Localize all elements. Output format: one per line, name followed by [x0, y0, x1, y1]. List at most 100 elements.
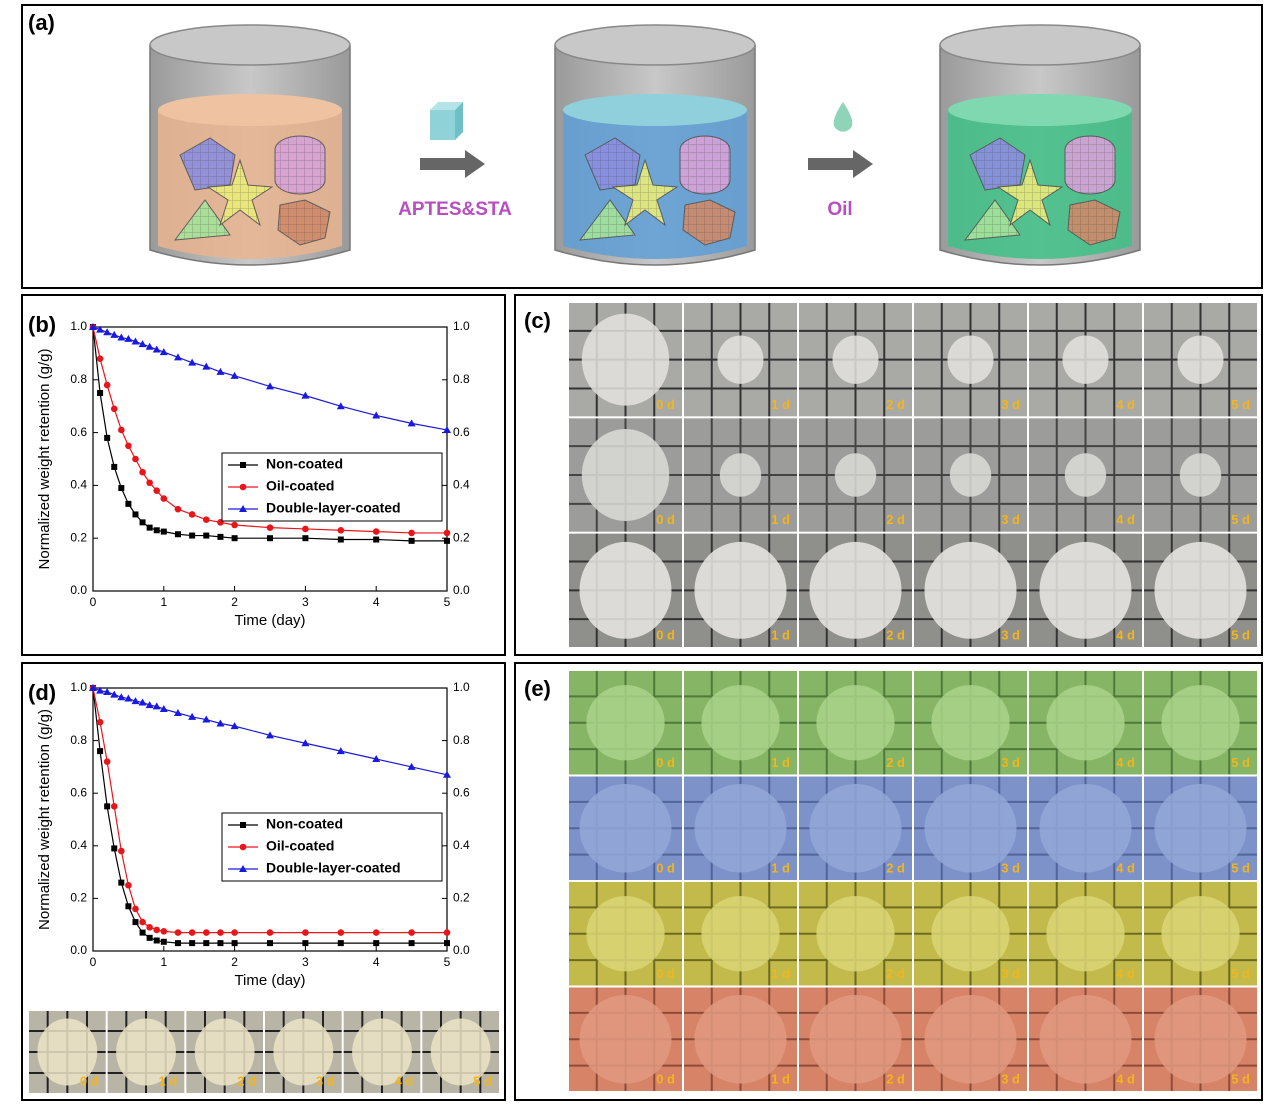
- y2-tick-label: 0.6: [453, 425, 470, 439]
- marker: [104, 803, 111, 810]
- panel-b-frame: [21, 294, 506, 656]
- gel-mesh: [275, 136, 325, 194]
- panel-label: (e): [524, 676, 551, 701]
- marker: [110, 330, 119, 338]
- legend-label: Double-layer-coated: [266, 860, 401, 876]
- panel-label: (d): [28, 680, 56, 705]
- marker: [111, 845, 118, 852]
- arrow: [420, 150, 485, 178]
- day-label: 5 d: [1231, 1071, 1250, 1086]
- sample: [1039, 783, 1132, 873]
- x-tick-label: 2: [231, 595, 238, 609]
- series: [89, 323, 451, 537]
- marker: [138, 698, 147, 706]
- sample: [1039, 541, 1132, 639]
- marker: [407, 419, 416, 427]
- day-label: 1 d: [771, 966, 790, 981]
- gel-mesh: [580, 200, 635, 240]
- day-label: 3 d: [1001, 627, 1020, 642]
- marker: [189, 532, 196, 539]
- legend-label: Oil-coated: [266, 838, 334, 854]
- marker: [153, 487, 161, 494]
- series: [89, 684, 451, 936]
- marker: [138, 340, 147, 348]
- sample: [579, 994, 672, 1084]
- sample: [924, 541, 1017, 639]
- beaker-top: [939, 24, 1141, 66]
- series-line: [92, 326, 448, 431]
- liquid-surface: [158, 94, 342, 126]
- marker: [118, 485, 125, 492]
- day-label: 4 d: [1116, 860, 1135, 875]
- y2-tick-label: 0.8: [453, 733, 470, 747]
- marker: [125, 500, 132, 507]
- gel-mesh: [585, 138, 640, 190]
- marker: [124, 334, 133, 342]
- marker: [174, 531, 181, 538]
- day-label: 2 d: [886, 966, 905, 981]
- sample: [694, 994, 787, 1084]
- marker: [145, 342, 154, 350]
- marker: [174, 929, 182, 936]
- sample: [947, 335, 994, 384]
- marker: [217, 940, 224, 947]
- y-tick-label: 0.0: [70, 583, 87, 597]
- y-axis-label: Normalized weight retention (g/g): [36, 709, 53, 930]
- marker: [146, 934, 153, 941]
- y2-tick-label: 1.0: [453, 319, 470, 333]
- marker: [372, 755, 381, 763]
- marker: [97, 748, 104, 755]
- y-tick-label: 0.2: [70, 530, 87, 544]
- marker: [132, 455, 139, 463]
- beaker-top: [149, 24, 351, 66]
- day-label: 2 d: [237, 1073, 256, 1088]
- series: [90, 324, 450, 544]
- series-line: [92, 687, 448, 776]
- gel-mesh: [998, 160, 1062, 225]
- series-line: [92, 687, 447, 934]
- marker: [239, 865, 247, 872]
- y2-tick-label: 0.8: [453, 372, 470, 386]
- sample: [581, 428, 670, 522]
- marker: [302, 535, 309, 542]
- marker: [96, 355, 104, 362]
- sample: [717, 335, 764, 384]
- series: [89, 684, 451, 778]
- marker: [160, 938, 167, 945]
- marker: [96, 686, 105, 694]
- day-label: 0 d: [656, 860, 675, 875]
- y-tick-label: 0.6: [70, 425, 87, 439]
- panel-label: (c): [524, 308, 551, 333]
- sample: [719, 453, 762, 497]
- day-label: 3 d: [1001, 755, 1020, 770]
- marker: [104, 434, 111, 441]
- y2-tick-label: 0.4: [453, 478, 470, 492]
- marker: [152, 702, 161, 710]
- marker: [89, 684, 97, 691]
- legend-label: Non-coated: [266, 816, 343, 832]
- cube-icon: [430, 102, 463, 140]
- y2-tick-label: 1.0: [453, 680, 470, 694]
- marker: [202, 516, 210, 524]
- y2-tick-label: 0.0: [453, 943, 470, 957]
- sample: [430, 1018, 491, 1086]
- sample: [1046, 685, 1125, 761]
- sample: [809, 994, 902, 1084]
- marker: [118, 879, 125, 886]
- x-tick-label: 0: [90, 955, 97, 969]
- marker: [139, 929, 146, 936]
- day-label: 2 d: [886, 627, 905, 642]
- marker: [139, 519, 146, 526]
- marker: [153, 937, 160, 944]
- marker: [132, 919, 139, 926]
- x-tick-label: 3: [302, 595, 309, 609]
- x-tick-label: 5: [444, 955, 451, 969]
- marker: [408, 940, 415, 947]
- x-axis-label: Time (day): [234, 972, 305, 989]
- day-label: 2 d: [886, 1071, 905, 1086]
- marker: [443, 425, 451, 433]
- panel-label: (b): [28, 312, 56, 337]
- marker: [125, 442, 132, 450]
- marker: [153, 926, 161, 934]
